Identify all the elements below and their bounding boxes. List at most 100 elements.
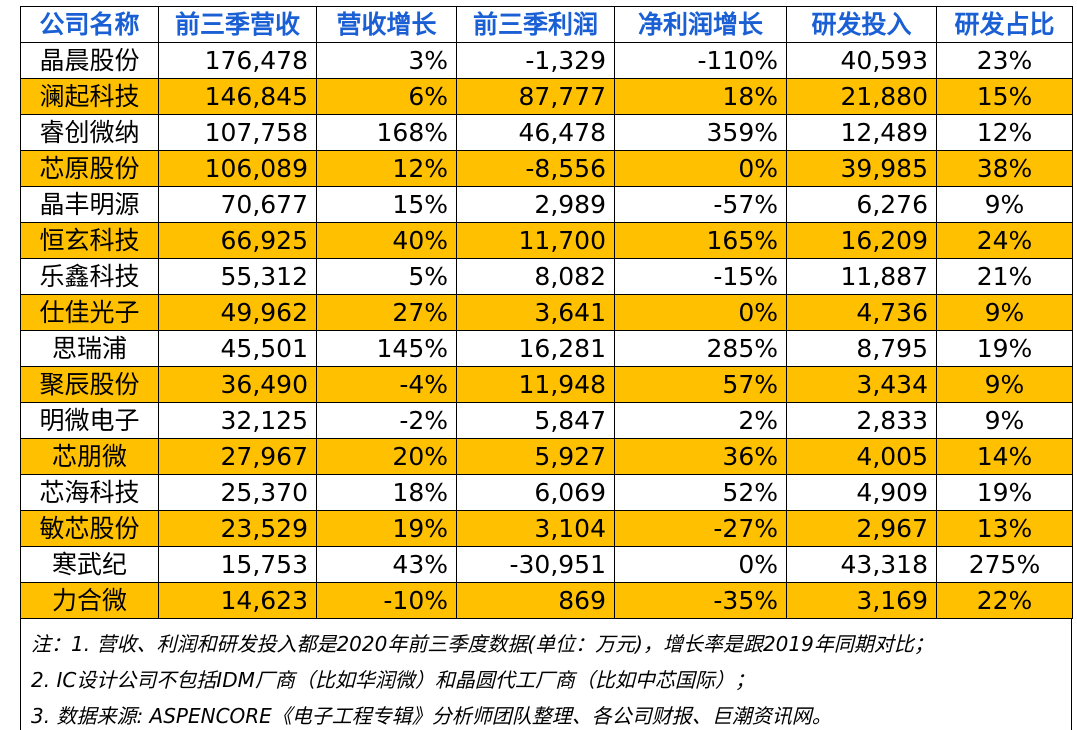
cell-rd-ratio[interactable]: 9% bbox=[936, 366, 1073, 403]
cell-company-name[interactable]: 力合微 bbox=[20, 582, 159, 619]
cell-company-name[interactable]: 乐鑫科技 bbox=[20, 258, 159, 295]
cell-revenue-growth[interactable]: 40% bbox=[316, 222, 457, 259]
cell-profit[interactable]: 87,777 bbox=[456, 78, 615, 115]
header-revenue-growth[interactable]: 营收增长 bbox=[316, 6, 457, 43]
cell-company-name[interactable]: 晶丰明源 bbox=[20, 186, 159, 223]
cell-rd-ratio[interactable]: 38% bbox=[936, 150, 1073, 187]
header-rd-investment[interactable]: 研发投入 bbox=[786, 6, 937, 43]
cell-profit[interactable]: 6,069 bbox=[456, 474, 615, 511]
cell-revenue-growth[interactable]: -10% bbox=[316, 582, 457, 619]
cell-profit[interactable]: 3,641 bbox=[456, 294, 615, 331]
cell-revenue[interactable]: 15,753 bbox=[158, 546, 317, 583]
cell-company-name[interactable]: 思瑞浦 bbox=[20, 330, 159, 367]
cell-profit[interactable]: -1,329 bbox=[456, 42, 615, 79]
cell-rd-investment[interactable]: 39,985 bbox=[786, 150, 937, 187]
cell-rd-ratio[interactable]: 9% bbox=[936, 402, 1073, 439]
cell-company-name[interactable]: 仕佳光子 bbox=[20, 294, 159, 331]
cell-revenue-growth[interactable]: 168% bbox=[316, 114, 457, 151]
cell-revenue[interactable]: 146,845 bbox=[158, 78, 317, 115]
cell-revenue[interactable]: 36,490 bbox=[158, 366, 317, 403]
cell-profit[interactable]: -8,556 bbox=[456, 150, 615, 187]
cell-rd-investment[interactable]: 16,209 bbox=[786, 222, 937, 259]
cell-profit-growth[interactable]: 2% bbox=[614, 402, 787, 439]
cell-profit[interactable]: 11,700 bbox=[456, 222, 615, 259]
cell-profit[interactable]: 3,104 bbox=[456, 510, 615, 547]
cell-profit-growth[interactable]: -27% bbox=[614, 510, 787, 547]
note-line-1[interactable]: 注：1. 营收、利润和研发投入都是2020年前三季度数据(单位：万元)，增长率是… bbox=[31, 632, 934, 656]
cell-rd-ratio[interactable]: 24% bbox=[936, 222, 1073, 259]
cell-profit[interactable]: -30,951 bbox=[456, 546, 615, 583]
cell-profit-growth[interactable]: 52% bbox=[614, 474, 787, 511]
cell-profit-growth[interactable]: 285% bbox=[614, 330, 787, 367]
cell-company-name[interactable]: 明微电子 bbox=[20, 402, 159, 439]
cell-profit-growth[interactable]: -110% bbox=[614, 42, 787, 79]
cell-revenue[interactable]: 107,758 bbox=[158, 114, 317, 151]
cell-profit[interactable]: 2,989 bbox=[456, 186, 615, 223]
cell-rd-ratio[interactable]: 21% bbox=[936, 258, 1073, 295]
cell-profit[interactable]: 46,478 bbox=[456, 114, 615, 151]
cell-revenue[interactable]: 23,529 bbox=[158, 510, 317, 547]
cell-rd-investment[interactable]: 4,005 bbox=[786, 438, 937, 475]
cell-rd-ratio[interactable]: 22% bbox=[936, 582, 1073, 619]
cell-rd-investment[interactable]: 40,593 bbox=[786, 42, 937, 79]
header-profit-growth[interactable]: 净利润增长 bbox=[614, 6, 787, 43]
cell-profit-growth[interactable]: -57% bbox=[614, 186, 787, 223]
cell-company-name[interactable]: 敏芯股份 bbox=[20, 510, 159, 547]
cell-profit[interactable]: 16,281 bbox=[456, 330, 615, 367]
cell-revenue[interactable]: 27,967 bbox=[158, 438, 317, 475]
cell-revenue[interactable]: 66,925 bbox=[158, 222, 317, 259]
cell-profit[interactable]: 11,948 bbox=[456, 366, 615, 403]
cell-profit-growth[interactable]: 18% bbox=[614, 78, 787, 115]
cell-revenue-growth[interactable]: 43% bbox=[316, 546, 457, 583]
cell-revenue-growth[interactable]: 19% bbox=[316, 510, 457, 547]
cell-revenue-growth[interactable]: 6% bbox=[316, 78, 457, 115]
cell-rd-ratio[interactable]: 9% bbox=[936, 294, 1073, 331]
cell-company-name[interactable]: 聚辰股份 bbox=[20, 366, 159, 403]
cell-revenue-growth[interactable]: 18% bbox=[316, 474, 457, 511]
cell-revenue-growth[interactable]: -4% bbox=[316, 366, 457, 403]
cell-rd-investment[interactable]: 11,887 bbox=[786, 258, 937, 295]
cell-revenue[interactable]: 55,312 bbox=[158, 258, 317, 295]
cell-revenue-growth[interactable]: 27% bbox=[316, 294, 457, 331]
cell-revenue[interactable]: 32,125 bbox=[158, 402, 317, 439]
cell-rd-ratio[interactable]: 15% bbox=[936, 78, 1073, 115]
cell-rd-ratio[interactable]: 9% bbox=[936, 186, 1073, 223]
cell-company-name[interactable]: 澜起科技 bbox=[20, 78, 159, 115]
cell-rd-ratio[interactable]: 19% bbox=[936, 330, 1073, 367]
cell-revenue-growth[interactable]: 12% bbox=[316, 150, 457, 187]
cell-rd-investment[interactable]: 4,909 bbox=[786, 474, 937, 511]
note-line-3[interactable]: 3. 数据来源: ASPENCORE《电子工程专辑》分析师团队整理、各公司财报、… bbox=[31, 704, 832, 728]
cell-company-name[interactable]: 芯原股份 bbox=[20, 150, 159, 187]
cell-rd-investment[interactable]: 43,318 bbox=[786, 546, 937, 583]
header-company-name[interactable]: 公司名称 bbox=[20, 6, 159, 43]
header-profit[interactable]: 前三季利润 bbox=[456, 6, 615, 43]
cell-revenue[interactable]: 14,623 bbox=[158, 582, 317, 619]
header-revenue[interactable]: 前三季营收 bbox=[158, 6, 317, 43]
cell-revenue-growth[interactable]: 145% bbox=[316, 330, 457, 367]
cell-profit[interactable]: 869 bbox=[456, 582, 615, 619]
cell-profit-growth[interactable]: 359% bbox=[614, 114, 787, 151]
cell-profit-growth[interactable]: 57% bbox=[614, 366, 787, 403]
cell-company-name[interactable]: 晶晨股份 bbox=[20, 42, 159, 79]
header-rd-ratio[interactable]: 研发占比 bbox=[936, 6, 1073, 43]
cell-rd-ratio[interactable]: 19% bbox=[936, 474, 1073, 511]
cell-rd-investment[interactable]: 21,880 bbox=[786, 78, 937, 115]
cell-revenue[interactable]: 70,677 bbox=[158, 186, 317, 223]
cell-revenue-growth[interactable]: 3% bbox=[316, 42, 457, 79]
cell-profit[interactable]: 5,847 bbox=[456, 402, 615, 439]
cell-rd-investment[interactable]: 3,434 bbox=[786, 366, 937, 403]
cell-profit-growth[interactable]: -35% bbox=[614, 582, 787, 619]
cell-revenue-growth[interactable]: 15% bbox=[316, 186, 457, 223]
cell-profit[interactable]: 8,082 bbox=[456, 258, 615, 295]
cell-company-name[interactable]: 芯朋微 bbox=[20, 438, 159, 475]
cell-revenue[interactable]: 25,370 bbox=[158, 474, 317, 511]
cell-company-name[interactable]: 睿创微纳 bbox=[20, 114, 159, 151]
cell-revenue[interactable]: 176,478 bbox=[158, 42, 317, 79]
cell-company-name[interactable]: 芯海科技 bbox=[20, 474, 159, 511]
cell-revenue-growth[interactable]: 5% bbox=[316, 258, 457, 295]
cell-rd-ratio[interactable]: 275% bbox=[936, 546, 1073, 583]
cell-rd-ratio[interactable]: 13% bbox=[936, 510, 1073, 547]
cell-profit-growth[interactable]: 0% bbox=[614, 150, 787, 187]
cell-profit-growth[interactable]: 0% bbox=[614, 546, 787, 583]
cell-profit-growth[interactable]: 165% bbox=[614, 222, 787, 259]
